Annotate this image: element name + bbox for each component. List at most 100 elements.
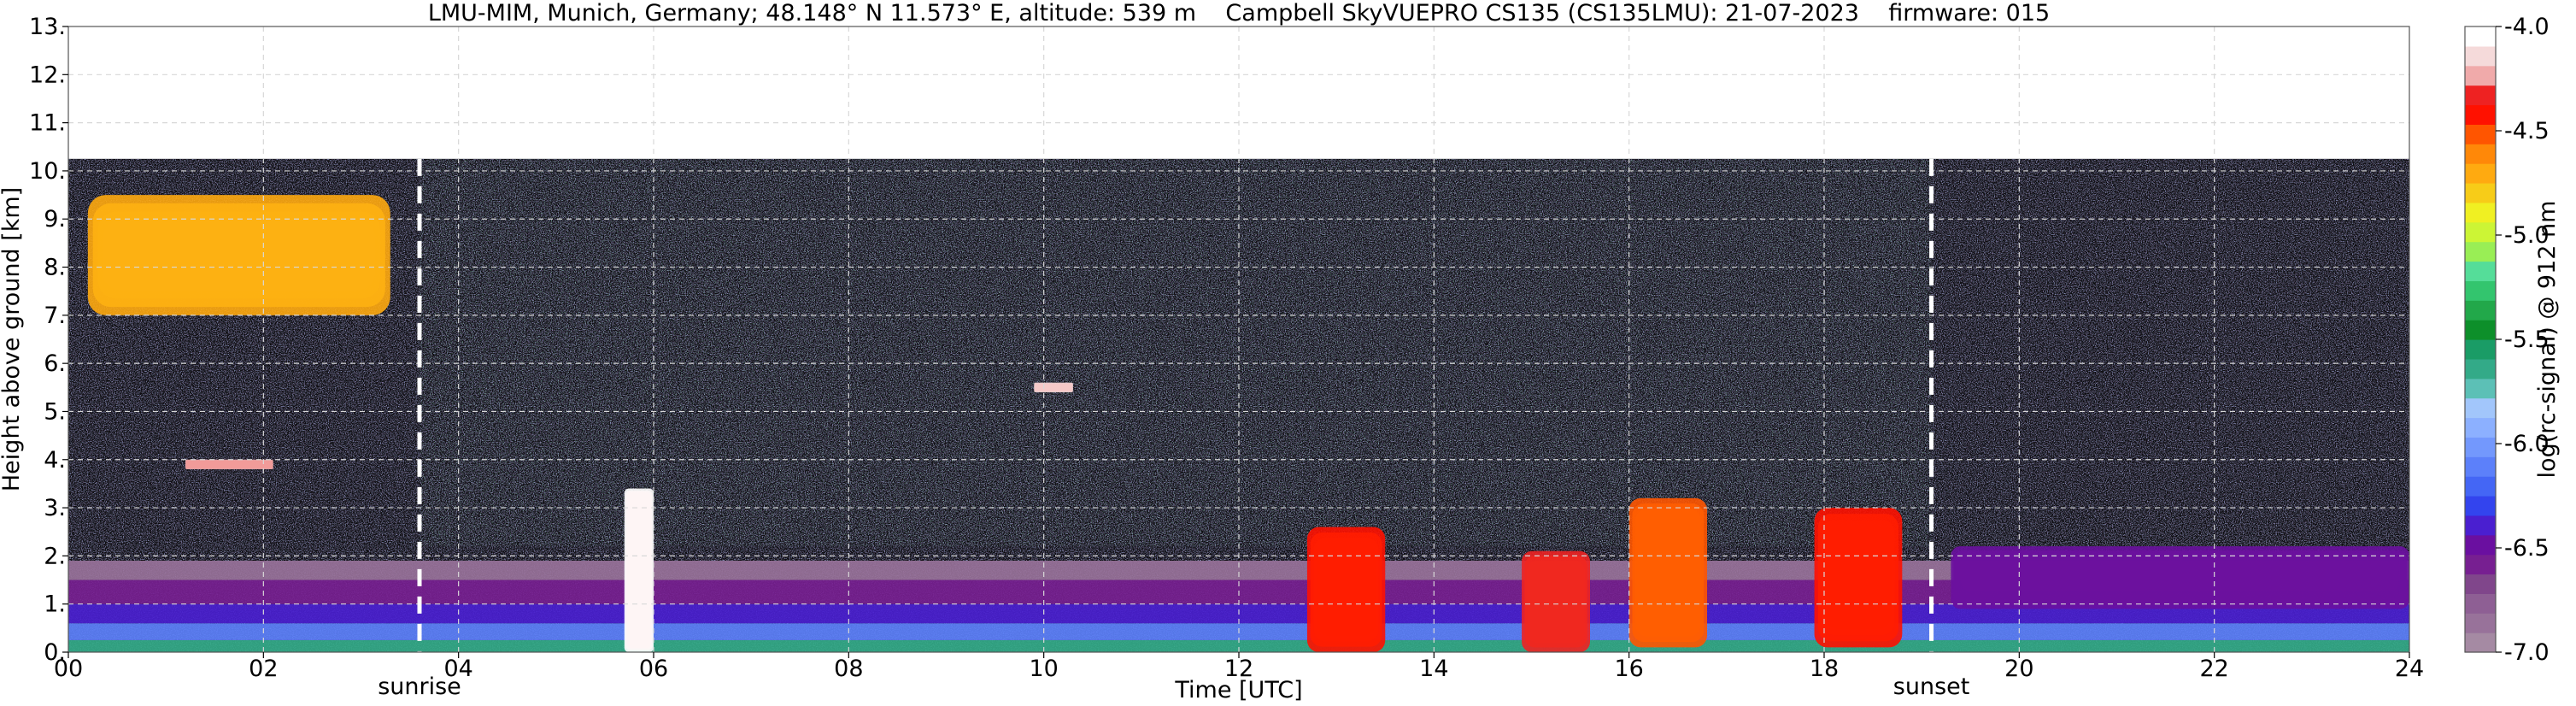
x-tick-label: 22 [2199, 656, 2228, 682]
feature-cloud [1628, 497, 1707, 648]
feature-shade [1628, 497, 1707, 648]
colorbar-segment [2465, 65, 2496, 86]
feature-cloud [624, 488, 654, 652]
feature-shade [1522, 550, 1590, 652]
feature-cloud [1034, 382, 1073, 392]
feature-cirrus [87, 195, 390, 315]
colorbar-segment [2465, 280, 2496, 301]
colorbar [2464, 26, 2497, 653]
x-tick-label: 10 [1029, 656, 1058, 682]
colorbar-segment [2465, 221, 2496, 243]
colorbar-segment [2465, 417, 2496, 438]
colorbar-segment [2465, 437, 2496, 457]
feature-cloud [1814, 508, 1903, 648]
colorbar-segment [2465, 476, 2496, 497]
x-tick-label: 14 [1419, 656, 1448, 682]
x-tick-label: 20 [2004, 656, 2033, 682]
feature-shade [87, 195, 390, 315]
feature-shade [1951, 546, 2409, 609]
colorbar-segment [2465, 300, 2496, 321]
colorbar-segment [2465, 339, 2496, 360]
colorbar-segment [2465, 144, 2496, 164]
colorbar-segment [2465, 593, 2496, 614]
colorbar-segment [2465, 515, 2496, 536]
feature-aerosol-layer [185, 459, 273, 470]
chart-title: LMU-MIM, Munich, Germany; 48.148° N 11.5… [428, 0, 2050, 26]
y-tick-label: 1. [44, 591, 66, 618]
colorbar-segment [2465, 85, 2496, 106]
colorbar-tick-label: -5.5 [2504, 327, 2550, 353]
colorbar-ticks: -4.0 -4.5 -5.0 -5.5 -6.0 -6.5 -7.0 [2496, 14, 2550, 666]
colorbar-tick-label: -6.5 [2504, 535, 2550, 562]
x-tick-label: 18 [1810, 656, 1839, 682]
plot-area [68, 26, 2409, 652]
colorbar-segment [2465, 358, 2496, 379]
grid [68, 26, 2409, 652]
y-tick-label: 9. [44, 206, 66, 232]
x-tick-label: 16 [1614, 656, 1643, 682]
y-tick-label: 8. [44, 255, 66, 281]
colorbar-tick-label: -4.0 [2504, 14, 2550, 40]
y-tick-label: 3. [44, 495, 66, 521]
colorbar-tick-label: -6.0 [2504, 431, 2550, 457]
colorbar-segment [2465, 320, 2496, 340]
colorbar-segment [2465, 378, 2496, 399]
y-tick-label: 7. [44, 303, 66, 329]
marker-label-sunset: sunset [1893, 674, 1970, 700]
colorbar-label: log(rc-signal) @ 912 nm [2534, 201, 2561, 479]
colorbar-segment [2465, 163, 2496, 184]
y-axis-label: Height above ground [km] [0, 187, 25, 491]
colorbar-tick-label: -5.0 [2504, 222, 2550, 249]
colorbar-tick-label: -7.0 [2504, 639, 2550, 666]
sun-markers [417, 158, 1934, 652]
feature-shade [1814, 508, 1903, 648]
x-tick-label: 00 [54, 656, 83, 682]
colorbar-segment [2465, 202, 2496, 223]
y-tick-label: 11. [29, 110, 66, 137]
y-tick-label: 5. [44, 398, 66, 425]
colorbar-segment [2465, 496, 2496, 516]
y-axis: 0. 1. 2. 3. 4. 5. 6. 7. 8. 9. 10. 11. 12. 13. [29, 14, 68, 666]
y-tick-label: 2. [44, 543, 66, 569]
colorbar-segment [2465, 534, 2496, 556]
x-tick-label: 06 [639, 656, 668, 682]
colorbar-segment [2465, 241, 2496, 262]
colorbar-segment [2465, 104, 2496, 125]
colorbar-segment [2465, 45, 2496, 67]
colorbar-segment [2465, 124, 2496, 144]
colorbar-tick-label: -4.5 [2504, 118, 2550, 144]
colorbar-segment [2465, 261, 2496, 281]
feature-shade [1306, 527, 1386, 652]
sun-marker-labels: sunrise sunset [378, 674, 1969, 700]
feature-shade [185, 459, 273, 470]
colorbar-segment [2465, 456, 2496, 477]
colorbar-segment [2465, 554, 2496, 575]
y-tick-label: 6. [44, 350, 66, 377]
marker-label-sunrise: sunrise [378, 674, 461, 700]
colorbar-segment [2465, 632, 2496, 653]
y-tick-label: 0. [44, 639, 66, 666]
feature-cloud [1306, 527, 1386, 652]
x-axis: 00 02 04 06 08 10 12 14 16 18 20 22 24 [54, 652, 2424, 682]
x-tick-label: 02 [249, 656, 278, 682]
backscatter-features [87, 195, 2409, 652]
feature-shade [1034, 382, 1073, 392]
x-tick-label: 08 [834, 656, 863, 682]
x-axis-label: Time [UTC] [1174, 677, 1302, 703]
x-tick-label: 04 [443, 656, 472, 682]
colorbar-segment [2465, 574, 2496, 594]
colorbar-segment [2465, 613, 2496, 633]
colorbar-segment [2465, 26, 2496, 47]
x-tick-label: 24 [2395, 656, 2424, 682]
y-tick-label: 4. [44, 447, 66, 474]
colorbar-segment [2465, 183, 2496, 203]
colorbar-segment [2465, 397, 2496, 419]
feature-aerosol-layer [1951, 546, 2409, 609]
feature-cloud [1522, 550, 1590, 652]
y-tick-label: 10. [29, 158, 66, 185]
y-tick-label: 12. [29, 62, 66, 88]
feature-shade [624, 488, 654, 652]
y-tick-label: 13. [29, 14, 66, 40]
x-tick-label: 12 [1224, 656, 1253, 682]
